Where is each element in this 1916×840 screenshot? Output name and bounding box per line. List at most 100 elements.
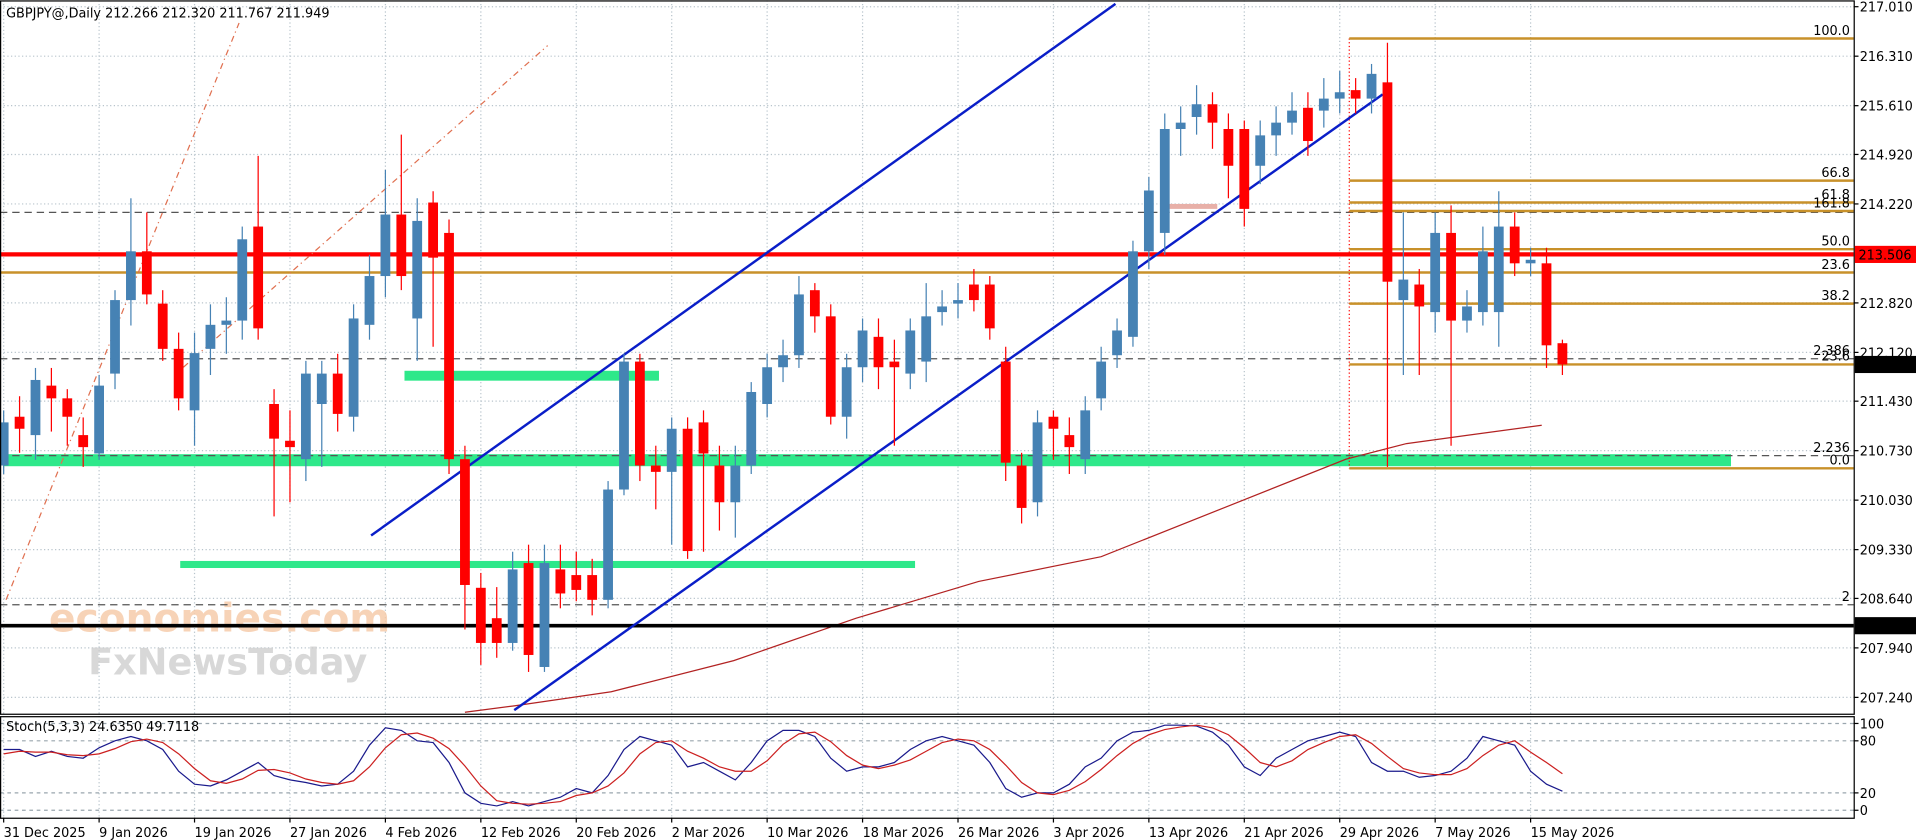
- y-tick-label: 216.310: [1860, 50, 1913, 65]
- x-tick-label: 21 Apr 2026: [1244, 826, 1323, 840]
- candle-body: [507, 569, 518, 643]
- fib-label: 66.8: [1821, 166, 1850, 181]
- candle-body: [348, 318, 359, 417]
- candle-body: [1112, 330, 1122, 356]
- candle-body: [1207, 104, 1218, 123]
- candle-body: [1255, 135, 1266, 166]
- candle-body: [571, 575, 582, 590]
- main-frame: [0, 0, 1855, 715]
- candle-body: [221, 320, 232, 325]
- candle-body: [714, 465, 725, 503]
- price-box-label: 213.506: [1858, 248, 1911, 263]
- candle-body: [1064, 435, 1075, 448]
- last-price-box: [1854, 355, 1916, 374]
- x-tick-label: 31 Dec 2025: [4, 826, 86, 840]
- level-label: 23.6: [1821, 258, 1850, 273]
- zone: [1161, 203, 1218, 209]
- candle-body: [666, 428, 677, 472]
- axes: 217.010 216.310 215.610 214.920 214.220 212.8…: [3, 1, 1916, 840]
- candle-body: [285, 440, 295, 448]
- y-tick-label: 0: [1860, 804, 1868, 819]
- candle-body: [1016, 465, 1027, 508]
- candle-body: [460, 459, 470, 585]
- candle-body: [237, 239, 248, 321]
- y-tick-label: 20: [1860, 787, 1876, 802]
- candle-body: [491, 618, 502, 643]
- candle-body: [428, 202, 439, 258]
- candle-body: [1350, 90, 1361, 99]
- x-tick-label: 9 Jan 2026: [99, 826, 168, 840]
- candle-body: [682, 428, 693, 552]
- candle-body: [1462, 306, 1472, 321]
- candle-body: [1446, 232, 1456, 321]
- x-tick-label: 2 Mar 2026: [672, 826, 745, 840]
- trendline: [513, 93, 1384, 712]
- watermark: FxNewsToday: [88, 640, 367, 683]
- fib-label: 161.8: [1813, 196, 1850, 211]
- candle-body: [1287, 110, 1297, 123]
- candle-body: [1318, 98, 1329, 111]
- candle-body: [1223, 129, 1234, 166]
- candle-body: [14, 416, 25, 429]
- candle-body: [1509, 226, 1520, 264]
- x-tick-label: 15 May 2026: [1531, 826, 1615, 840]
- candle-body: [1430, 232, 1441, 313]
- y-tick-label: 214.920: [1860, 148, 1913, 163]
- zone: [404, 370, 659, 381]
- candle-body: [475, 587, 486, 643]
- y-tick-label: 207.940: [1860, 642, 1913, 657]
- candle-body: [269, 404, 279, 439]
- candle-body: [1096, 361, 1107, 399]
- candle-body: [1303, 107, 1313, 142]
- candle-body: [205, 324, 216, 349]
- candle-body: [316, 373, 327, 405]
- candle-body: [94, 385, 104, 454]
- candle-body: [364, 276, 375, 325]
- candle-body: [1366, 73, 1377, 99]
- moving-average: [464, 424, 1542, 713]
- candle-body: [1525, 259, 1536, 264]
- candle-body: [1557, 343, 1568, 365]
- y-tick-label: 80: [1860, 735, 1876, 750]
- y-tick-label: 212.820: [1860, 297, 1913, 312]
- fib-label: 23.6: [1821, 350, 1850, 365]
- x-tick-label: 29 Apr 2026: [1340, 826, 1419, 840]
- candle-body: [746, 391, 757, 466]
- candle-body: [619, 361, 629, 490]
- candle-body: [300, 373, 311, 460]
- candle-body: [0, 422, 9, 466]
- y-tick-label: 210.730: [1860, 445, 1913, 460]
- candle-body: [332, 373, 343, 414]
- trendline: [370, 2, 1117, 537]
- candle-body: [253, 226, 264, 329]
- candle-body: [650, 465, 661, 472]
- x-tick-label: 13 Apr 2026: [1149, 826, 1228, 840]
- candle-body: [905, 330, 916, 374]
- candle-body: [1128, 251, 1138, 337]
- candle-body: [969, 284, 979, 301]
- x-tick-label: 3 Apr 2026: [1053, 826, 1124, 840]
- y-tick-label: 210.030: [1860, 494, 1913, 509]
- candle-body: [937, 306, 947, 313]
- y-tick-label: 211.430: [1860, 395, 1913, 410]
- candle-body: [1080, 410, 1091, 460]
- x-tick-label: 27 Jan 2026: [290, 826, 367, 840]
- stoch-line: [3, 724, 1563, 807]
- candle-body: [794, 294, 804, 356]
- candle-body: [730, 465, 741, 503]
- stoch-frame: [0, 716, 1855, 819]
- candle-body: [157, 303, 168, 349]
- fib-label: 61.8: [1821, 188, 1850, 203]
- candle-body: [1414, 284, 1425, 307]
- fib-label: 0.0: [1830, 454, 1850, 469]
- x-tick-label: 20 Feb 2026: [576, 826, 656, 840]
- candle-body: [762, 367, 773, 405]
- candle-body: [778, 355, 788, 368]
- candle-body: [1239, 129, 1250, 209]
- x-tick-label: 19 Jan 2026: [195, 826, 272, 840]
- candle-body: [1143, 190, 1154, 252]
- candle-body: [412, 220, 423, 319]
- price-box: [1854, 245, 1916, 263]
- candle-body: [539, 563, 550, 667]
